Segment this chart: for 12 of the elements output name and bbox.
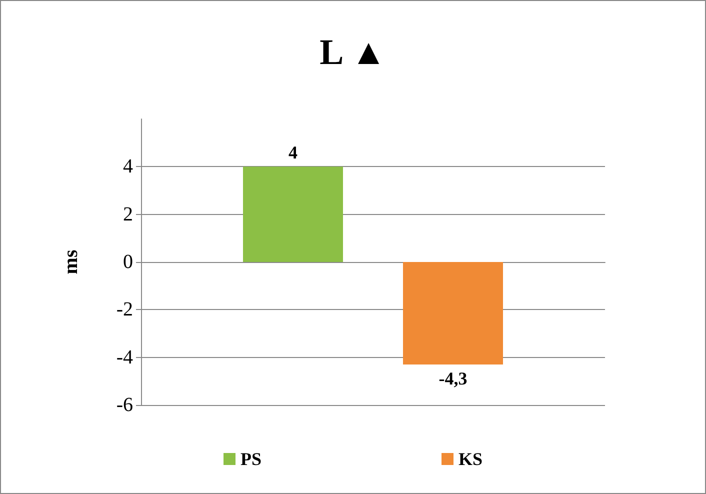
data-label: 4: [288, 142, 298, 163]
y-tick-label: 0: [123, 251, 133, 273]
y-tick-label: -2: [116, 298, 133, 321]
y-tick-label: 2: [123, 203, 133, 226]
y-axis-title: ms: [60, 250, 82, 274]
legend-label: KS: [458, 449, 483, 469]
y-tick-label: 4: [123, 156, 133, 178]
chart-title: L ▲: [320, 32, 386, 72]
legend-label: PS: [240, 449, 262, 469]
y-tick-label: -4: [116, 346, 133, 368]
data-label: -4,3: [438, 368, 468, 388]
y-tick-label: -6: [116, 394, 133, 416]
